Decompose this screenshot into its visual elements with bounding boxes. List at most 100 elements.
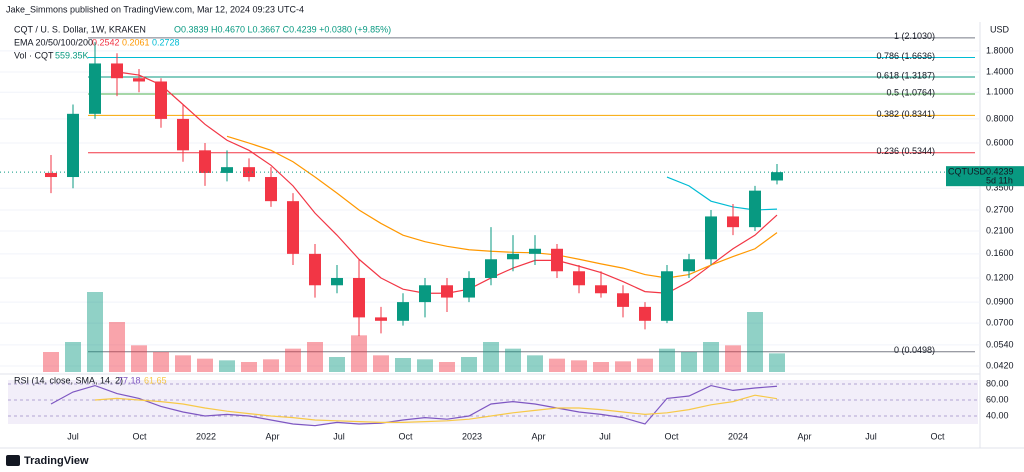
volume-bar xyxy=(395,358,411,372)
y-tick-label: 0.2100 xyxy=(986,225,1014,235)
y-tick-label: 0.3500 xyxy=(986,183,1014,193)
candle-body xyxy=(661,271,673,321)
x-tick-label: Oct xyxy=(132,431,147,441)
candle-body xyxy=(375,317,387,321)
candle-body xyxy=(177,118,189,151)
candle-body xyxy=(221,167,233,173)
ema-line xyxy=(226,135,778,279)
volume-bar xyxy=(571,360,587,372)
volume-bar xyxy=(307,342,323,372)
price-tag-bg xyxy=(946,166,1024,187)
candle-body xyxy=(463,277,475,298)
rsi-tick-label: 80.00 xyxy=(986,378,1009,388)
candle-body xyxy=(45,172,57,178)
x-tick-label: Jul xyxy=(599,431,611,441)
candle-body xyxy=(287,201,299,254)
y-tick-label: 0.2700 xyxy=(986,204,1014,214)
rsi-band xyxy=(8,380,978,424)
y-tick-label: 0.1200 xyxy=(986,272,1014,282)
candle-body xyxy=(683,259,695,272)
volume-bar xyxy=(593,362,609,372)
volume-bar xyxy=(417,359,433,372)
candle-body xyxy=(67,113,79,178)
rsi-tick-label: 60.00 xyxy=(986,394,1009,404)
logo: TradingView xyxy=(24,455,89,467)
price-tag-symbol: CQTUSD xyxy=(948,167,987,177)
x-tick-label: Jul xyxy=(333,431,345,441)
volume-bar xyxy=(461,357,477,372)
candle-body xyxy=(727,216,739,228)
ema-value: 0.2542 xyxy=(92,37,120,47)
candle-body xyxy=(639,306,651,321)
rsi-sma-line xyxy=(94,394,778,423)
logo-icon xyxy=(6,455,20,466)
volume-bar xyxy=(637,358,653,372)
x-tick-label: 2024 xyxy=(728,431,748,441)
symbol: CQT / U. S. Dollar, 1W, KRAKEN xyxy=(14,24,146,34)
x-tick-label: 2023 xyxy=(462,431,482,441)
volume-bar xyxy=(769,353,785,372)
rsi-label: RSI (14, close, SMA, 14, 2) xyxy=(14,375,123,385)
y-tick-label: 1.8000 xyxy=(986,45,1014,55)
y-tick-label: 0.8000 xyxy=(986,113,1014,123)
candle-body xyxy=(551,248,563,272)
x-tick-label: Apr xyxy=(797,431,811,441)
fib-label: 0.382 (0.8341) xyxy=(876,109,935,119)
volume-bar xyxy=(219,360,235,372)
candle-body xyxy=(595,285,607,294)
vol-value: 559.35K xyxy=(55,50,89,60)
volume-bar xyxy=(725,345,741,372)
volume-bar xyxy=(615,361,631,372)
volume-bar xyxy=(351,335,367,372)
volume-bar xyxy=(175,355,191,372)
volume-bar xyxy=(373,355,389,372)
volume-bar xyxy=(263,359,279,372)
candle-body xyxy=(243,167,255,178)
y-tick-label: 0.0420 xyxy=(986,360,1014,370)
y-tick-label: 0.6000 xyxy=(986,137,1014,147)
candle-body xyxy=(265,177,277,202)
fib-label: 0.618 (1.3187) xyxy=(876,70,935,80)
volume-bar xyxy=(197,358,213,372)
candle-body xyxy=(199,150,211,173)
price-tag-price: 0.4239 xyxy=(986,167,1014,177)
x-tick-label: 2022 xyxy=(196,431,216,441)
y-tick-label: 0.1600 xyxy=(986,248,1014,258)
candle-body xyxy=(771,172,783,181)
x-tick-label: Jul xyxy=(67,431,79,441)
candle-body xyxy=(353,277,365,318)
x-tick-label: Oct xyxy=(930,431,945,441)
candle-body xyxy=(89,63,101,114)
volume-bar xyxy=(747,312,763,372)
fib-label: 0.786 (1.6636) xyxy=(876,51,935,61)
candle-body xyxy=(309,253,321,286)
candle-body xyxy=(133,78,145,82)
volume-bar xyxy=(241,362,257,372)
y-tick-label: 1.1000 xyxy=(986,87,1014,97)
candle-body xyxy=(331,277,343,286)
price-tag-countdown: 5d 11h xyxy=(986,176,1013,186)
x-tick-label: Jul xyxy=(865,431,877,441)
volume-bar xyxy=(549,358,565,372)
volume-bar xyxy=(131,345,147,372)
volume-bar xyxy=(681,352,697,372)
ema-value: 0.2061 xyxy=(122,37,150,47)
volume-bar xyxy=(505,348,521,372)
candle-body xyxy=(419,285,431,303)
volume-bar xyxy=(659,348,675,372)
candle-body xyxy=(155,81,167,119)
volume-bar xyxy=(483,342,499,372)
rsi-sma: 61.65 xyxy=(144,375,167,385)
ohlc: O0.3839 H0.4670 L0.3667 C0.4239 +0.0380 … xyxy=(174,24,391,34)
x-tick-label: Apr xyxy=(531,431,545,441)
candle-body xyxy=(441,285,453,298)
x-tick-label: Apr xyxy=(265,431,279,441)
volume-bar xyxy=(153,352,169,372)
publisher: Jake_Simmons published on TradingView.co… xyxy=(6,4,304,14)
x-tick-label: Oct xyxy=(398,431,413,441)
candle-body xyxy=(111,63,123,79)
volume-bar xyxy=(439,362,455,372)
volume-bar xyxy=(527,355,543,372)
